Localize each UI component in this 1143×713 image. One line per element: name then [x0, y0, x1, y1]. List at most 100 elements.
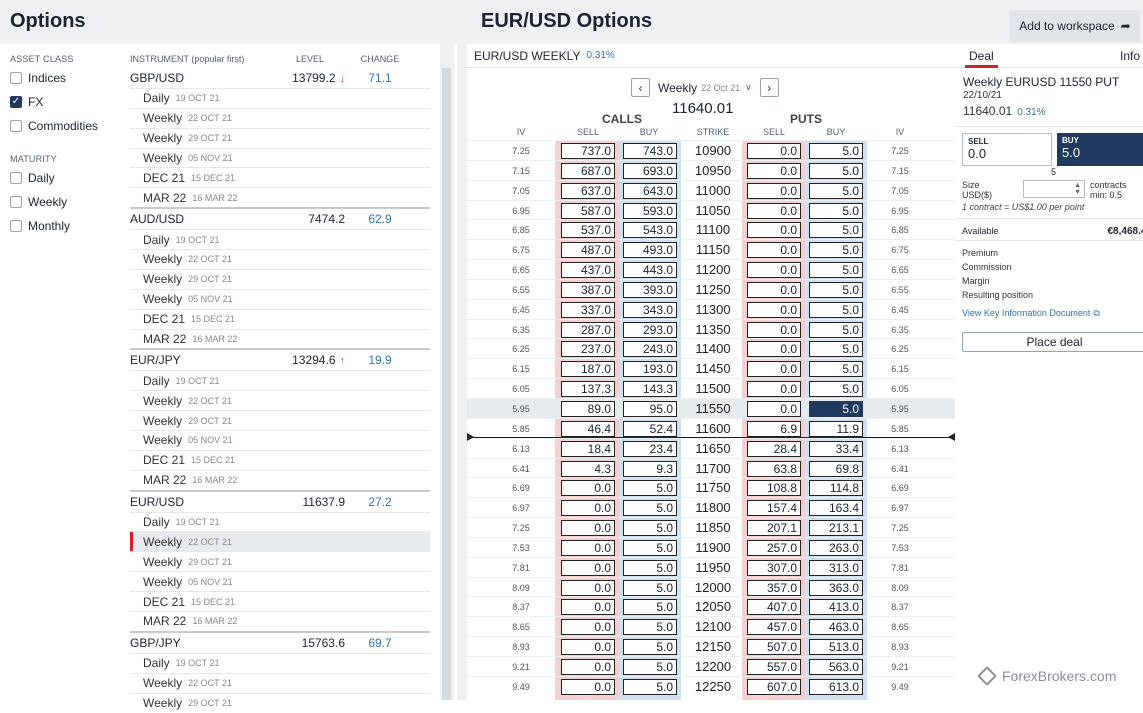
place-deal-button[interactable]: Place deal [962, 332, 1143, 352]
put-sell-price[interactable]: 0.0 [747, 143, 801, 159]
put-buy-price[interactable]: 5.0 [809, 282, 863, 298]
put-buy-price[interactable]: 413.0 [809, 599, 863, 615]
checkbox[interactable] [10, 220, 22, 232]
call-buy-price[interactable]: 5.0 [623, 560, 677, 576]
call-buy-price[interactable]: 5.0 [623, 679, 677, 695]
put-buy-price[interactable]: 5.0 [809, 302, 863, 318]
put-buy-price[interactable]: 5.0 [809, 183, 863, 199]
put-buy-price[interactable]: 11.9 [809, 421, 863, 437]
put-buy-price[interactable]: 513.0 [809, 639, 863, 655]
call-sell-price[interactable]: 0.0 [561, 639, 615, 655]
filter-option-monthly[interactable]: Monthly [10, 214, 122, 238]
kid-link[interactable]: View Key Information Document⧉ [962, 308, 1100, 319]
call-sell-price[interactable]: 187.0 [561, 361, 615, 377]
call-sell-price[interactable]: 0.0 [561, 599, 615, 615]
tab-deal[interactable]: Deal [969, 49, 994, 63]
next-expiry-button[interactable]: › [760, 78, 779, 97]
call-buy-price[interactable]: 343.0 [623, 302, 677, 318]
call-sell-price[interactable]: 46.4 [561, 421, 615, 437]
put-sell-price[interactable]: 0.0 [747, 341, 801, 357]
put-buy-price[interactable]: 563.0 [809, 659, 863, 675]
put-sell-price[interactable]: 28.4 [747, 441, 801, 457]
put-sell-price[interactable]: 0.0 [747, 322, 801, 338]
call-buy-price[interactable]: 493.0 [623, 242, 677, 258]
call-buy-price[interactable]: 5.0 [623, 500, 677, 516]
put-sell-price[interactable]: 607.0 [747, 679, 801, 695]
call-sell-price[interactable]: 137.3 [561, 381, 615, 397]
call-buy-price[interactable]: 23.4 [623, 441, 677, 457]
call-buy-price[interactable]: 243.0 [623, 341, 677, 357]
call-buy-price[interactable]: 5.0 [623, 659, 677, 675]
put-sell-price[interactable]: 257.0 [747, 540, 801, 556]
call-sell-price[interactable]: 4.3 [561, 461, 615, 477]
filter-option-weekly[interactable]: Weekly [10, 190, 122, 214]
call-sell-price[interactable]: 437.0 [561, 262, 615, 278]
call-sell-price[interactable]: 0.0 [561, 540, 615, 556]
put-buy-price[interactable]: 33.4 [809, 441, 863, 457]
put-sell-price[interactable]: 0.0 [747, 163, 801, 179]
put-sell-price[interactable]: 0.0 [747, 381, 801, 397]
put-buy-price[interactable]: 5.0 [809, 242, 863, 258]
put-buy-price[interactable]: 69.8 [809, 461, 863, 477]
put-sell-price[interactable]: 307.0 [747, 560, 801, 576]
call-sell-price[interactable]: 287.0 [561, 322, 615, 338]
call-sell-price[interactable]: 587.0 [561, 203, 615, 219]
call-sell-price[interactable]: 237.0 [561, 341, 615, 357]
put-buy-price[interactable]: 5.0 [809, 401, 863, 417]
put-sell-price[interactable]: 0.0 [747, 242, 801, 258]
put-buy-price[interactable]: 363.0 [809, 580, 863, 596]
call-buy-price[interactable]: 9.3 [623, 461, 677, 477]
call-sell-price[interactable]: 0.0 [561, 619, 615, 635]
put-buy-price[interactable]: 263.0 [809, 540, 863, 556]
call-sell-price[interactable]: 687.0 [561, 163, 615, 179]
stepper-icon[interactable]: ▲▼ [1074, 182, 1081, 196]
call-buy-price[interactable]: 293.0 [623, 322, 677, 338]
call-sell-price[interactable]: 0.0 [561, 659, 615, 675]
put-buy-price[interactable]: 5.0 [809, 163, 863, 179]
put-sell-price[interactable]: 63.8 [747, 461, 801, 477]
checkbox[interactable] [10, 72, 22, 84]
put-buy-price[interactable]: 213.1 [809, 520, 863, 536]
put-sell-price[interactable]: 0.0 [747, 302, 801, 318]
call-buy-price[interactable]: 643.0 [623, 183, 677, 199]
buy-button[interactable]: BUY 5.0 [1057, 133, 1143, 166]
call-buy-price[interactable]: 52.4 [623, 421, 677, 437]
call-sell-price[interactable]: 637.0 [561, 183, 615, 199]
call-sell-price[interactable]: 337.0 [561, 302, 615, 318]
put-buy-price[interactable]: 5.0 [809, 222, 863, 238]
put-sell-price[interactable]: 0.0 [747, 401, 801, 417]
put-buy-price[interactable]: 5.0 [809, 381, 863, 397]
put-buy-price[interactable]: 5.0 [809, 143, 863, 159]
checkbox[interactable] [10, 120, 22, 132]
put-buy-price[interactable]: 463.0 [809, 619, 863, 635]
filter-option-indices[interactable]: Indices [10, 66, 122, 90]
put-buy-price[interactable]: 163.4 [809, 500, 863, 516]
put-buy-price[interactable]: 313.0 [809, 560, 863, 576]
put-sell-price[interactable]: 0.0 [747, 282, 801, 298]
call-sell-price[interactable]: 0.0 [561, 560, 615, 576]
call-buy-price[interactable]: 5.0 [623, 639, 677, 655]
put-sell-price[interactable]: 0.0 [747, 203, 801, 219]
put-sell-price[interactable]: 207.1 [747, 520, 801, 536]
filter-option-daily[interactable]: Daily [10, 166, 122, 190]
put-buy-price[interactable]: 5.0 [809, 341, 863, 357]
put-sell-price[interactable]: 0.0 [747, 222, 801, 238]
